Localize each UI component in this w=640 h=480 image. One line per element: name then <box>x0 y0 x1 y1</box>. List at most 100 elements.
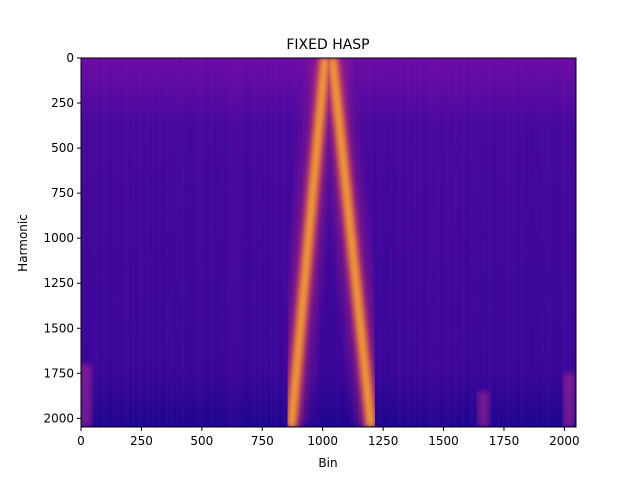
heatmap-stripe <box>321 58 323 427</box>
y-tick-label: 0 <box>66 51 74 65</box>
heatmap-stripe <box>329 58 331 427</box>
heatmap-stripe <box>207 58 209 427</box>
heatmap-stripe <box>151 58 153 427</box>
heatmap-stripe <box>469 58 471 427</box>
heatmap-stripe <box>145 58 147 427</box>
x-tick-label: 2000 <box>549 434 580 448</box>
heatmap-stripe <box>291 58 293 427</box>
heatmap-stripe <box>491 58 493 427</box>
heatmap-stripe <box>391 58 393 427</box>
heatmap-stripe <box>159 58 161 427</box>
heatmap-stripe <box>509 58 511 427</box>
heatmap-stripe <box>567 58 569 427</box>
heatmap-stripe <box>435 58 437 427</box>
heatmap-stripe <box>437 58 439 427</box>
heatmap-stripe <box>461 58 463 427</box>
x-tick-label: 500 <box>190 434 213 448</box>
heatmap-stripe <box>381 58 383 427</box>
y-tick-label: 500 <box>51 141 74 155</box>
heatmap-stripe <box>263 58 265 427</box>
y-tick-label: 1750 <box>43 366 74 380</box>
heatmap-stripe <box>325 58 327 427</box>
heatmap-stripe <box>551 58 553 427</box>
heatmap-stripe <box>485 58 487 427</box>
plot-frame <box>80 57 577 428</box>
heatmap-ridges <box>278 58 384 427</box>
heatmap-stripe <box>245 58 247 427</box>
heatmap-stripe <box>483 58 485 427</box>
heatmap-stripe <box>251 58 253 427</box>
heatmap-stripe <box>125 58 127 427</box>
heatmap-stripe <box>429 58 431 427</box>
heatmap-stripe <box>235 58 237 427</box>
heatmap-stripe <box>557 58 559 427</box>
heatmap-stripe <box>451 58 453 427</box>
heatmap-stripe <box>389 58 391 427</box>
heatmap-stripe <box>83 58 85 427</box>
heatmap-stripe <box>289 58 291 427</box>
y-tick-label: 1500 <box>43 321 74 335</box>
heatmap-stripe <box>185 58 187 427</box>
faint-patch <box>563 373 576 427</box>
heatmap-stripe <box>237 58 239 427</box>
heatmap-stripe <box>121 58 123 427</box>
heatmap-stripe <box>183 58 185 427</box>
heatmap-stripe <box>495 58 497 427</box>
heatmap-stripe <box>413 58 415 427</box>
heatmap-stripe <box>273 58 275 427</box>
heatmap-stripe <box>285 58 287 427</box>
heatmap-stripe <box>253 58 255 427</box>
heatmap-stripe <box>153 58 155 427</box>
x-axis-ticks: 0 250 500 750 1000 1250 1500 1750 2000 <box>77 427 580 448</box>
heatmap-stripe <box>477 58 479 427</box>
heatmap-stripe <box>113 58 115 427</box>
heatmap-stripe <box>97 58 99 427</box>
heatmap-stripe <box>173 58 175 427</box>
heatmap-stripe <box>205 58 207 427</box>
heatmap-stripe <box>243 58 245 427</box>
heatmap-stripe <box>281 58 283 427</box>
heatmap-stripe <box>417 58 419 427</box>
heatmap-stripe <box>179 58 181 427</box>
heatmap-stripe <box>225 58 227 427</box>
heatmap-stripe <box>119 58 121 427</box>
heatmap-stripe <box>327 58 329 427</box>
heatmap-stripe <box>405 58 407 427</box>
heatmap-stripe <box>529 58 531 427</box>
heatmap-stripe <box>569 58 571 427</box>
heatmap-stripe <box>221 58 223 427</box>
heatmap-stripe <box>487 58 489 427</box>
heatmap-stripe <box>109 58 111 427</box>
heatmap-stripe <box>527 58 529 427</box>
heatmap-stripe <box>543 58 545 427</box>
heatmap-stripe <box>87 58 89 427</box>
heatmap-stripe <box>545 58 547 427</box>
heatmap-stripe <box>457 58 459 427</box>
heatmap-stripe <box>241 58 243 427</box>
heatmap-stripe <box>141 58 143 427</box>
heatmap-stripe <box>137 58 139 427</box>
heatmap-stripe <box>419 58 421 427</box>
heatmap-stripe <box>169 58 171 427</box>
heatmap-stripe <box>89 58 91 427</box>
heatmap-stripe <box>217 58 219 427</box>
heatmap-stripe <box>161 58 163 427</box>
heatmap-stripe <box>395 58 397 427</box>
heatmap-stripe <box>415 58 417 427</box>
heatmap-stripe <box>331 58 333 427</box>
heatmap-stripe <box>399 58 401 427</box>
heatmap-stripe <box>523 58 525 427</box>
heatmap-stripe <box>497 58 499 427</box>
x-tick-label: 1500 <box>428 434 459 448</box>
heatmap-stripe <box>553 58 555 427</box>
heatmap-stripe <box>219 58 221 427</box>
heatmap-stripe <box>95 58 97 427</box>
x-tick-label: 1000 <box>307 434 338 448</box>
heatmap-stripe <box>91 58 93 427</box>
heatmap-stripe <box>453 58 455 427</box>
heatmap-stripe <box>375 58 377 427</box>
heatmap-stripe <box>507 58 509 427</box>
heatmap-stripe <box>333 58 335 427</box>
heatmap-stripe <box>489 58 491 427</box>
heatmap-stripe <box>101 58 103 427</box>
